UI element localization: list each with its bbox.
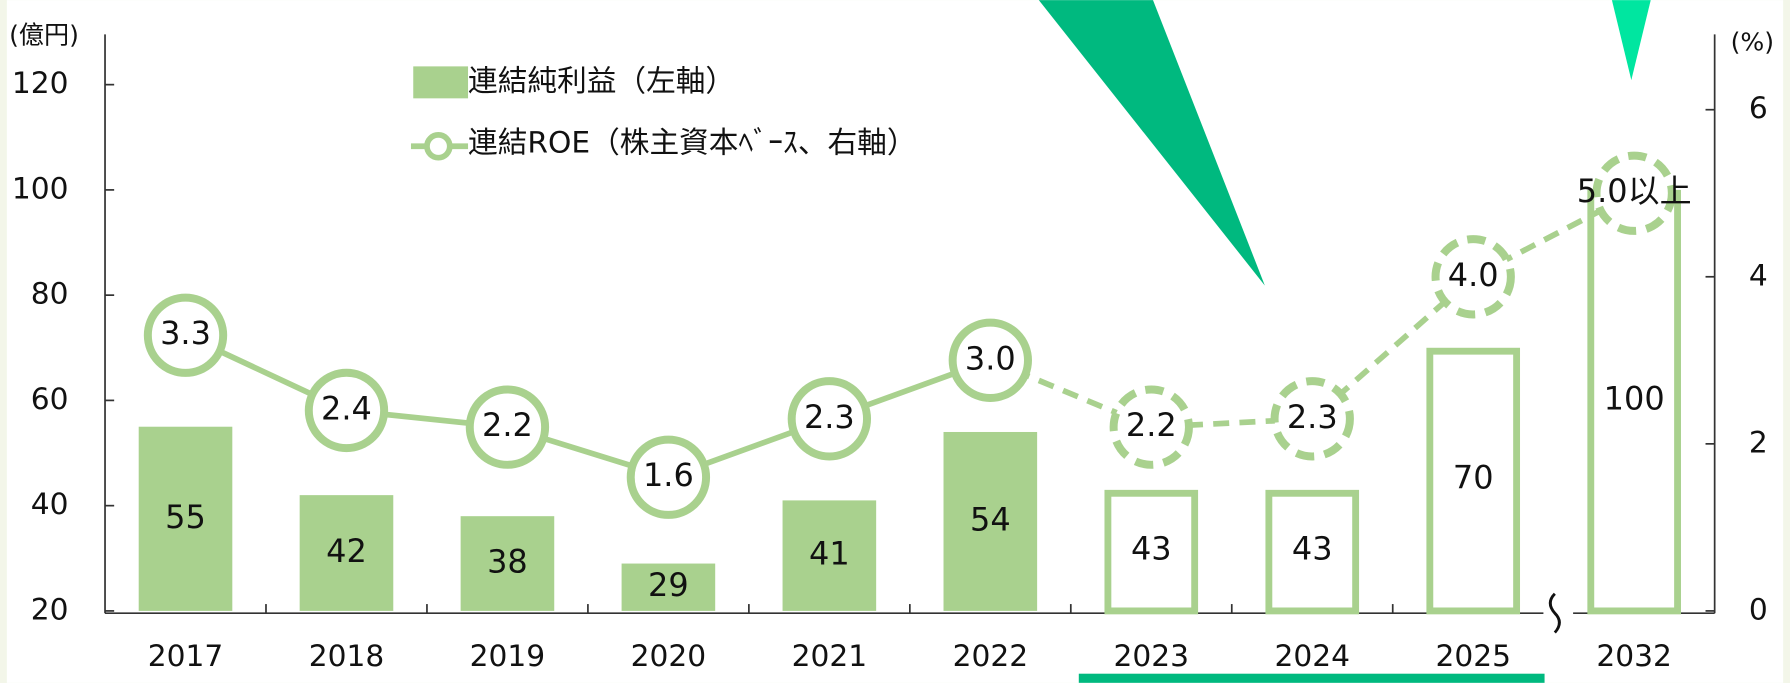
callout-pointer: [1611, 0, 1651, 81]
y-tick-label: 20: [31, 591, 69, 626]
roe-marker: [1431, 235, 1515, 319]
x-tick-label: 2032: [1596, 638, 1672, 673]
bar: [460, 516, 555, 611]
roe-label: 2.3: [804, 398, 855, 436]
bar: [943, 431, 1038, 611]
roe-label: 2.2: [1126, 406, 1177, 444]
x-tick-label: 2022: [953, 638, 1029, 673]
x-tick-label: 2021: [792, 638, 868, 673]
bar: [138, 426, 233, 611]
x-tick-label: 2020: [631, 638, 707, 673]
bar: [782, 500, 877, 611]
bar-label: 41: [809, 535, 850, 573]
roe-label: 2.2: [482, 406, 533, 444]
bar-label: 29: [648, 566, 689, 604]
y2-axis-label: (%): [1731, 28, 1774, 57]
legend-label: 連結純利益（左軸）: [468, 63, 735, 98]
roe-marker: [1109, 385, 1193, 469]
x-tick-label: 2023: [1114, 638, 1190, 673]
y-tick-label: 60: [31, 381, 69, 416]
x-tick-label: 2024: [1274, 638, 1350, 673]
axis-break: [1548, 592, 1561, 634]
bar: [1104, 489, 1199, 615]
y-tick-label: 80: [31, 276, 69, 311]
x-tick-label: 2019: [470, 638, 546, 673]
roe-label: 5.0以上: [1577, 172, 1692, 210]
x-tick-label: 2017: [148, 638, 224, 673]
legend-swatch: [413, 66, 469, 99]
bar-label: 43: [1131, 529, 1172, 567]
roe-marker: [626, 435, 711, 519]
roe-label: 1.6: [643, 456, 694, 494]
y-tick-label: 120: [12, 65, 69, 100]
legend: 連結純利益（左軸） 連結ROE（株主資本ﾍﾞｰｽ、右軸）: [410, 63, 917, 161]
y2-tick-label: 4: [1749, 257, 1768, 292]
legend-label: 連結ROE（株主資本ﾍﾞｰｽ、右軸）: [468, 125, 916, 160]
bar-label: 70: [1453, 458, 1494, 496]
roe-label: 3.3: [160, 314, 211, 352]
roe-marker: [787, 377, 872, 461]
y2-tick-label: 6: [1749, 90, 1768, 125]
y-tick-label: 40: [31, 486, 69, 521]
bar: [1265, 489, 1360, 615]
x-tick-label: 2018: [309, 638, 385, 673]
bar: [1426, 347, 1521, 615]
y-axis-label: (億円): [9, 21, 79, 50]
roe-marker: [143, 293, 228, 377]
bar: [299, 495, 394, 611]
x-tick-label: 2025: [1435, 638, 1511, 673]
bar-label: 54: [970, 500, 1011, 538]
roe-marker: [948, 318, 1032, 402]
roe-line-forecast: [989, 190, 1636, 431]
y2-tick-label: 2: [1749, 424, 1768, 459]
roe-label: 2.4: [321, 389, 372, 427]
roe-label: 3.0: [965, 339, 1016, 377]
roe-label: 2.3: [1287, 398, 1338, 436]
bar-label: 42: [326, 532, 367, 570]
bar-label: 55: [165, 498, 206, 536]
bar-label: 100: [1604, 379, 1665, 417]
roe-marker: [465, 385, 550, 469]
y2-tick-label: 0: [1749, 591, 1768, 626]
roe-label: 4.0: [1448, 256, 1499, 294]
bar-label: 43: [1292, 529, 1333, 567]
bar-label: 38: [487, 543, 528, 581]
legend-swatch: [424, 132, 453, 161]
roe-marker: [304, 368, 389, 453]
forecast-bar: [1078, 673, 1545, 683]
y-tick-label: 100: [12, 170, 69, 205]
bar: [1587, 189, 1681, 615]
bar: [621, 563, 716, 611]
roe-marker: [1592, 151, 1676, 235]
roe-marker: [1270, 377, 1354, 461]
